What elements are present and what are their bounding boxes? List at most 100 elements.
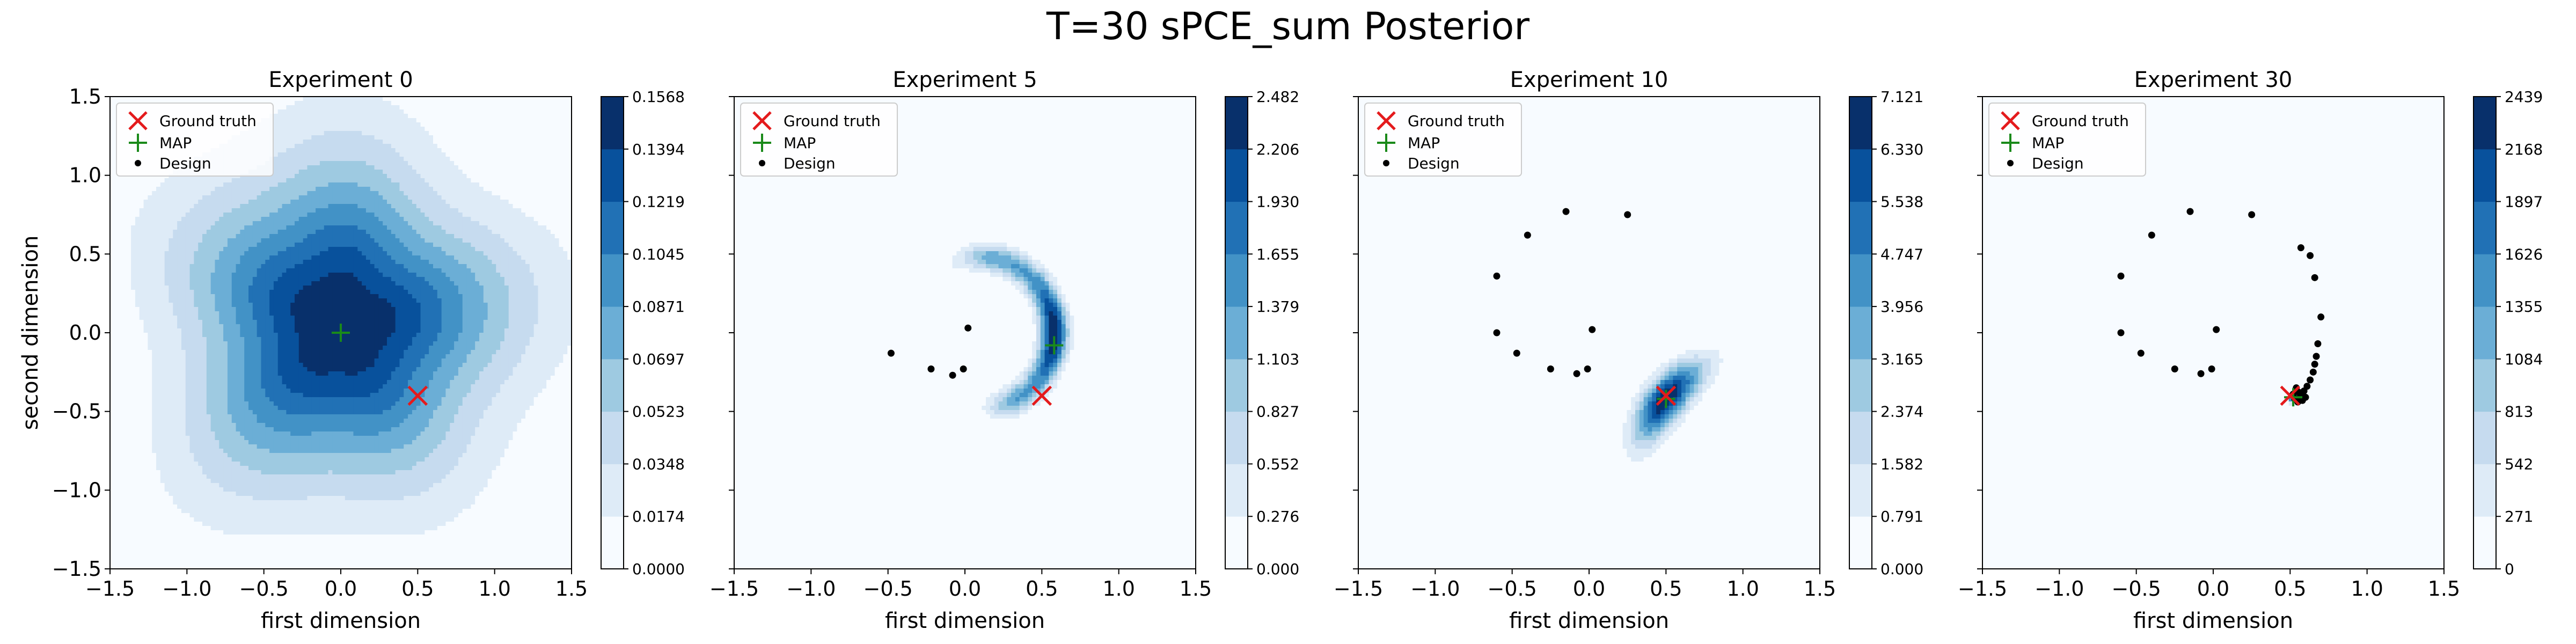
- colorbar-tick-label: 3.956: [1880, 298, 1923, 316]
- y-tick-label: 0.0: [69, 321, 101, 345]
- x-tick-label: 1.0: [2351, 577, 2383, 601]
- legend-label: Ground truth: [159, 112, 257, 130]
- legend: Ground truth MAP Design: [740, 103, 898, 177]
- colorbar-level: [2473, 97, 2496, 150]
- colorbar-level: [601, 516, 624, 569]
- colorbar-level: [1849, 358, 1872, 412]
- x-tick-label: 0.5: [2274, 577, 2306, 601]
- colorbar-level: [1225, 516, 1248, 569]
- colorbar-level: [601, 306, 624, 360]
- colorbar-level: [1849, 306, 1872, 360]
- colorbar-level: [1225, 306, 1248, 360]
- design-point: [2148, 231, 2155, 239]
- colorbar-tick-label: 2439: [2505, 88, 2543, 106]
- legend-label: MAP: [1408, 134, 1440, 152]
- colorbar-frame: [2473, 96, 2497, 569]
- panel-0: Experiment 0 −1.5 −1.0 −0.5 0.0 0.5 1.0 1.5 −1.5…: [18, 68, 685, 633]
- colorbar-level: [601, 97, 624, 150]
- colorbar-tick-label: 1.930: [1256, 193, 1299, 211]
- x-tick-label: 0.0: [2197, 577, 2229, 601]
- design-point: [2309, 368, 2317, 376]
- colorbar-level: [2473, 149, 2496, 202]
- colorbar-tick-label: 271: [2505, 508, 2533, 525]
- x-tick-label: 0.0: [325, 577, 357, 601]
- colorbar-tick-label: 0.0523: [632, 403, 685, 421]
- design-point: [1573, 370, 1580, 377]
- colorbar-level: [601, 411, 624, 464]
- colorbar-frame: [1225, 96, 1248, 569]
- y-tick-label: −1.5: [52, 557, 101, 581]
- x-tick-label: 0.0: [1573, 577, 1605, 601]
- colorbar-tick-label: 1.379: [1256, 298, 1299, 316]
- colorbar-level: [1225, 464, 1248, 517]
- colorbar-tick-label: 0.791: [1880, 508, 1923, 525]
- design-point: [964, 324, 972, 332]
- panel-title: Experiment 10: [1510, 68, 1668, 92]
- legend: Ground truth MAP Design: [116, 103, 274, 177]
- legend-label: MAP: [784, 134, 816, 152]
- x-tick-label: 0.5: [1650, 577, 1682, 601]
- colorbar-level: [2473, 306, 2496, 360]
- colorbar-level: [1849, 97, 1872, 150]
- design-point: [1624, 211, 1631, 218]
- colorbar-level: [601, 201, 624, 254]
- colorbar-tick-label: 1084: [2505, 350, 2543, 368]
- legend-box: [1988, 103, 2146, 177]
- design-point: [1493, 329, 1501, 336]
- legend-label: MAP: [2032, 134, 2064, 152]
- legend-ground-truth-symbol-b: [2001, 111, 2020, 130]
- colorbar-level: [601, 254, 624, 307]
- ground-truth-marker-b: [1656, 385, 1677, 406]
- x-tick-label: 1.5: [555, 577, 588, 601]
- colorbar-level: [2473, 411, 2496, 464]
- colorbar-level: [2473, 254, 2496, 307]
- colorbar-tick-label: 0.000: [1256, 560, 1299, 578]
- colorbar-tick-label: 0.0697: [632, 350, 685, 368]
- x-axis-label: first dimension: [1509, 609, 1669, 633]
- panel-title: Experiment 30: [2134, 68, 2293, 92]
- legend-design-symbol: [2007, 160, 2014, 166]
- colorbar-tick-label: 0.1568: [632, 88, 685, 106]
- design-point: [927, 365, 935, 372]
- design-point: [1513, 349, 1520, 357]
- colorbar-tick-label: 5.538: [1880, 193, 1923, 211]
- ground-truth-marker-b: [1031, 385, 1052, 406]
- colorbar: 0 271 542 813 1084 1355 1626 1897 2168 2439: [2473, 88, 2543, 578]
- colorbar-tick-label: 1.655: [1256, 245, 1299, 263]
- colorbar-level: [1849, 254, 1872, 307]
- colorbar: 0.0000 0.0174 0.0348 0.0523 0.0697 0.0871 0.10…: [601, 88, 685, 578]
- panel-title: Experiment 5: [892, 68, 1037, 92]
- x-axis-label: first dimension: [261, 609, 421, 633]
- y-tick-label: 1.5: [69, 85, 101, 108]
- colorbar-level: [2473, 201, 2496, 254]
- colorbar-tick-label: 0.0871: [632, 298, 685, 316]
- panel-1: Experiment 5 −1.5 −1.0 −0.5 0.0 0.5 1.0 1.5 firs…: [709, 68, 1299, 633]
- x-tick-label: 1.5: [1180, 577, 1212, 601]
- colorbar-tick-label: 0.1219: [632, 193, 685, 211]
- colorbar-level: [2473, 516, 2496, 569]
- ground-truth-marker-b: [2280, 385, 2301, 406]
- panel-3: Experiment 30 −1.5 −1.0 −0.5 0.0 0.5 1.0 1.5 fir…: [1958, 68, 2543, 633]
- design-point: [2302, 393, 2309, 401]
- colorbar-tick-label: 0.827: [1256, 403, 1299, 421]
- panel-title: Experiment 0: [268, 68, 413, 92]
- legend-label: Design: [2032, 155, 2084, 172]
- density-field: [1358, 97, 1820, 569]
- y-tick-label: −0.5: [52, 400, 101, 423]
- design-point: [960, 365, 967, 372]
- x-tick-label: −1.5: [1958, 577, 2007, 601]
- colorbar-tick-label: 1897: [2505, 193, 2543, 211]
- design-point: [2117, 329, 2125, 336]
- legend-ground-truth-symbol-b: [128, 111, 148, 130]
- colorbar-level: [1225, 411, 1248, 464]
- design-point: [2312, 353, 2320, 360]
- x-tick-label: −1.5: [709, 577, 759, 601]
- colorbar-tick-label: 1355: [2505, 298, 2543, 316]
- colorbar-tick-label: 1626: [2505, 245, 2543, 263]
- y-tick-label: 0.5: [69, 242, 101, 266]
- colorbar-level: [601, 464, 624, 517]
- colorbar-level: [601, 358, 624, 412]
- legend-ground-truth-symbol-b: [1377, 111, 1396, 130]
- colorbar-tick-label: 0.276: [1256, 508, 1299, 525]
- legend-design-symbol: [1383, 160, 1389, 166]
